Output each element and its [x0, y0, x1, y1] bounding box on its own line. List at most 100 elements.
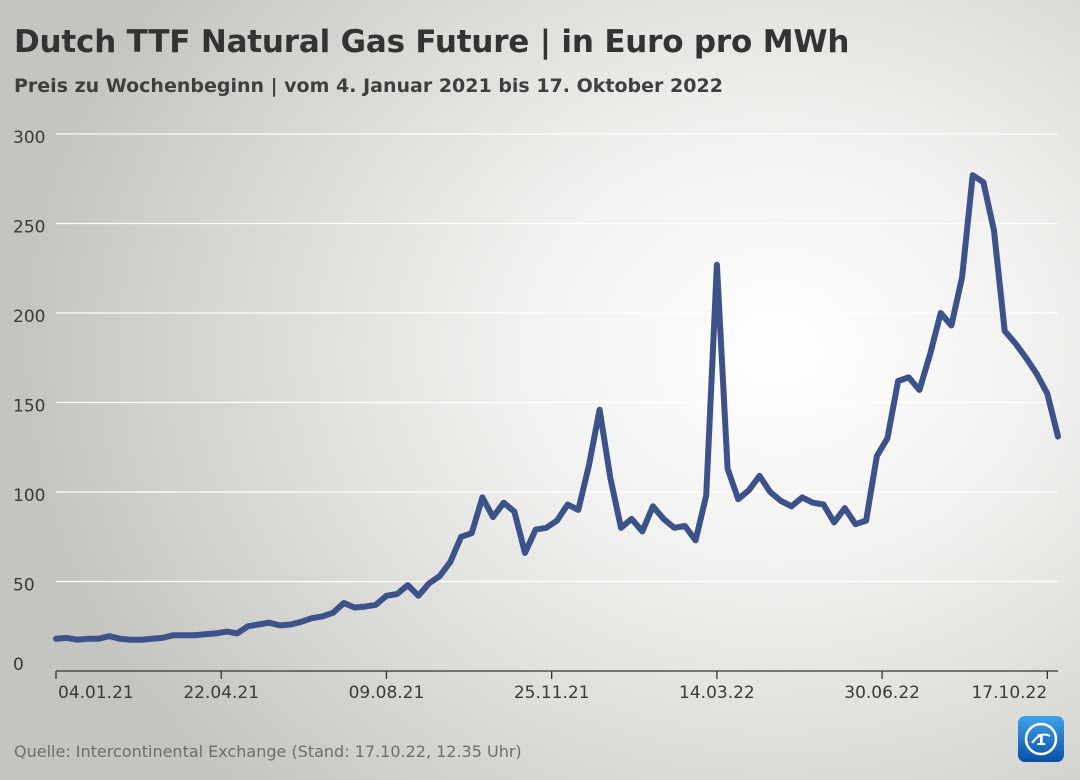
data-point	[863, 518, 869, 524]
data-point	[106, 633, 112, 639]
data-point	[160, 635, 165, 641]
data-point	[138, 637, 144, 643]
data-point	[725, 466, 730, 472]
y-tick-label: 200	[13, 307, 45, 327]
data-point	[671, 525, 677, 531]
data-point	[224, 629, 229, 635]
data-point	[991, 228, 997, 234]
tagesschau-logo-icon: 1	[1018, 716, 1064, 762]
x-tick-label: 22.04.21	[183, 683, 259, 703]
data-point	[277, 622, 283, 628]
data-point	[384, 593, 389, 599]
data-point	[543, 525, 549, 531]
source-note: Quelle: Intercontinental Exchange (Stand…	[14, 742, 522, 761]
data-point	[575, 507, 581, 513]
x-tick-label: 04.01.21	[58, 683, 134, 703]
data-point	[778, 498, 784, 504]
data-point	[554, 518, 560, 524]
data-point	[117, 636, 123, 642]
data-point	[170, 632, 176, 638]
data-point	[906, 375, 912, 380]
y-tick-label: 250	[13, 218, 45, 238]
chart-subtitle: Preis zu Wochenbeginn | vom 4. Januar 20…	[14, 75, 723, 97]
data-point	[853, 521, 858, 527]
data-point	[53, 636, 59, 642]
data-point	[362, 604, 368, 609]
data-point	[714, 262, 720, 268]
data-point	[511, 509, 517, 515]
data-point	[639, 528, 645, 534]
data-point	[586, 462, 592, 468]
data-point	[288, 622, 293, 627]
data-point	[522, 550, 528, 556]
data-point	[266, 620, 272, 626]
x-tick-label: 25.11.21	[514, 683, 590, 703]
data-point	[298, 619, 304, 625]
chart-title: Dutch TTF Natural Gas Future | in Euro p…	[14, 24, 850, 60]
data-point	[789, 503, 794, 509]
data-point	[949, 323, 954, 328]
data-point	[565, 502, 571, 507]
data-point	[757, 473, 762, 479]
data-point	[1055, 434, 1061, 439]
data-point	[469, 530, 475, 536]
data-point	[810, 500, 816, 506]
data-point	[682, 523, 688, 529]
data-point	[693, 537, 698, 543]
data-point	[874, 453, 880, 459]
data-point	[202, 631, 208, 637]
data-point	[192, 632, 197, 638]
data-point	[618, 525, 624, 531]
data-point	[607, 475, 613, 481]
data-point	[842, 505, 848, 511]
data-point	[629, 516, 635, 522]
y-tick-label: 100	[13, 486, 45, 506]
data-point	[885, 435, 890, 441]
data-point	[597, 407, 603, 413]
data-point	[917, 387, 922, 393]
y-tick-label: 50	[13, 576, 35, 596]
y-tick-label: 150	[13, 397, 45, 417]
data-point	[352, 605, 357, 610]
data-point	[405, 582, 411, 588]
data-point	[746, 487, 752, 493]
data-point	[959, 274, 965, 280]
data-point	[426, 580, 432, 586]
data-point	[661, 516, 666, 522]
data-point	[234, 631, 240, 636]
data-point	[213, 631, 219, 636]
data-point	[1012, 341, 1018, 346]
data-point	[1034, 371, 1040, 377]
data-point	[85, 636, 91, 642]
data-point	[533, 527, 539, 532]
data-point	[1044, 391, 1050, 396]
data-point	[1023, 355, 1029, 361]
data-point	[479, 494, 485, 500]
svg-text:1: 1	[1036, 731, 1046, 749]
data-point	[320, 614, 325, 619]
data-point	[458, 534, 464, 540]
data-point	[767, 489, 773, 495]
data-point	[927, 351, 933, 357]
data-point	[501, 500, 507, 506]
data-point	[448, 559, 453, 565]
data-point	[64, 635, 70, 641]
data-point	[650, 503, 656, 509]
data-point	[490, 514, 496, 520]
series-line-ttf	[53, 172, 1061, 643]
data-point	[149, 636, 155, 642]
x-tick-label: 14.03.22	[679, 683, 755, 703]
data-point	[895, 378, 901, 384]
data-point	[394, 591, 400, 597]
data-point	[341, 600, 347, 606]
data-point	[373, 602, 379, 608]
data-point	[256, 622, 261, 627]
data-point	[938, 310, 944, 316]
data-point	[245, 623, 251, 629]
data-point	[96, 636, 102, 642]
data-point	[330, 610, 336, 616]
data-point	[416, 593, 421, 599]
y-tick-label: 300	[13, 128, 45, 148]
data-point	[735, 496, 741, 502]
